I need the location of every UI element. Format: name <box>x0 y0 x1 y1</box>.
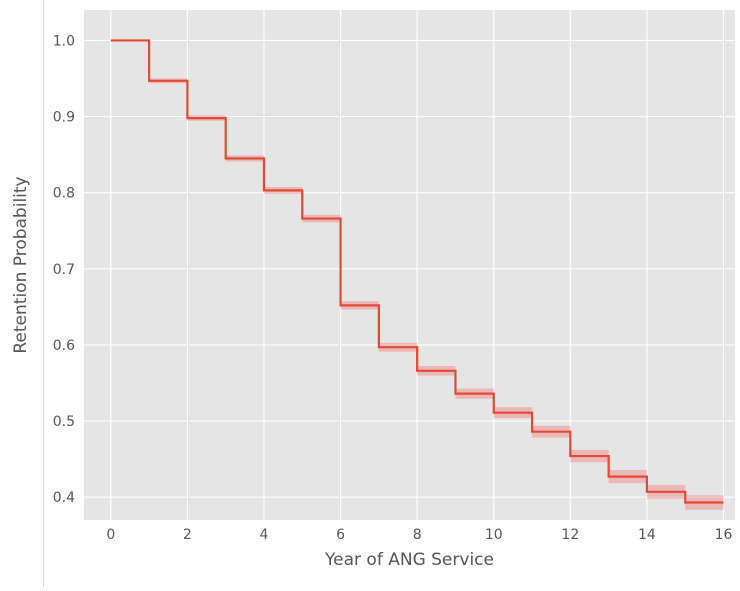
x-tick-labels: 0 2 4 6 8 10 12 14 16 <box>106 527 732 543</box>
series-layer <box>110 39 724 504</box>
x-tick-label: 0 <box>106 527 115 543</box>
y-axis-label: Retention Probability <box>11 176 31 353</box>
x-tick-label: 2 <box>183 527 192 543</box>
x-tick-label: 16 <box>715 527 733 543</box>
grid-lines <box>84 10 735 520</box>
y-tick-label: 0.6 <box>53 338 75 354</box>
x-tick-label: 6 <box>336 527 345 543</box>
x-axis-label: Year of ANG Service <box>324 550 494 570</box>
page-left-rule <box>43 0 44 587</box>
y-tick-label: 1.0 <box>53 33 75 49</box>
y-tick-label: 0.7 <box>53 262 75 278</box>
y-tick-label: 0.4 <box>53 490 75 506</box>
y-tick-label: 0.9 <box>53 110 75 126</box>
x-tick-label: 4 <box>260 527 269 543</box>
y-tick-labels: 0.4 0.5 0.6 0.7 0.8 0.9 1.0 <box>53 33 75 506</box>
x-tick-label: 12 <box>561 527 579 543</box>
x-tick-label: 14 <box>638 527 656 543</box>
retention-step-line <box>110 39 724 504</box>
x-tick-label: 10 <box>485 527 503 543</box>
plot-area <box>84 10 735 520</box>
y-tick-label: 0.8 <box>53 186 75 202</box>
y-tick-label: 0.5 <box>53 414 75 430</box>
x-tick-label: 8 <box>413 527 422 543</box>
